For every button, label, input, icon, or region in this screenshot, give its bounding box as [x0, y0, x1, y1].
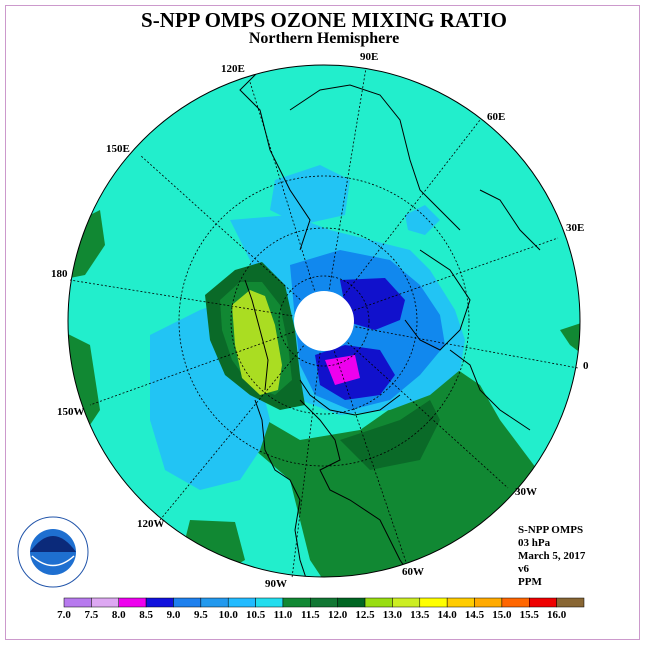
colorbar-swatch: [474, 597, 503, 608]
colorbar-tick-label: 7.5: [84, 609, 99, 621]
colorbar-tick-label: 11.0: [273, 609, 293, 621]
logo-wave: [31, 555, 75, 567]
field-green-e: [560, 320, 580, 360]
meridian-90w: [291, 320, 325, 579]
coast-asia-pacific: [239, 69, 311, 251]
meridian-150e: [139, 154, 325, 322]
meridian-90e: [323, 67, 367, 322]
info-units: PPM: [518, 576, 542, 588]
chart-subtitle: Northern Hemisphere: [248, 30, 400, 47]
colorbar-tick-label: 12.0: [328, 609, 348, 621]
colorbar-swatch: [392, 597, 421, 608]
lon-label-120w: 120W: [137, 518, 165, 530]
noaa-logo: [17, 516, 89, 588]
meridian-60e: [323, 119, 481, 322]
colorbar-swatch: [227, 597, 256, 608]
colorbar-swatch: [91, 597, 119, 608]
coastlines: [239, 69, 541, 577]
colorbar-swatch: [173, 597, 202, 608]
chart-title: S-NPP OMPS OZONE MIXING RATIO: [141, 8, 507, 32]
map-border: [67, 64, 581, 578]
lon-label-120e: 120E: [221, 63, 245, 75]
field-magenta-minimum: [325, 355, 360, 385]
lon-label-180: 180: [51, 268, 68, 280]
colorbar-tick-label: 16.0: [547, 609, 567, 621]
colorbar-tick-label: 11.5: [300, 609, 320, 621]
colorbar-tick-label: 10.0: [218, 609, 238, 621]
colorbar-tick-label: 7.0: [57, 609, 71, 621]
field-green-sw: [180, 520, 245, 577]
coast-n-america-west: [254, 399, 311, 577]
meridian-120w: [159, 320, 325, 521]
colorbar: [63, 597, 585, 608]
latitude-circle-outer: [178, 175, 470, 467]
colorbar-swatch: [337, 597, 366, 608]
colorbar-tick-label: 9.0: [166, 609, 181, 621]
colorbar-tick-label: 14.0: [437, 609, 457, 621]
colorbar-swatch: [364, 597, 393, 608]
coast-asia-south: [289, 84, 461, 231]
coast-alaska: [244, 279, 269, 391]
colorbar-swatch: [446, 597, 475, 608]
info-date: March 5, 2017: [518, 550, 586, 562]
field-darkgreen-atlantic: [340, 400, 440, 470]
colorbar-tick-label: 8.0: [111, 609, 126, 621]
lon-label-60w: 60W: [402, 566, 424, 578]
lon-label-150w: 150W: [57, 406, 85, 418]
meridian-150w: [89, 320, 325, 406]
lon-label-90e: 90E: [360, 51, 379, 63]
colorbar-tick-label: 9.5: [193, 609, 208, 621]
coast-greenland: [299, 379, 401, 416]
colorbar-tick-label: 13.5: [410, 609, 430, 621]
meridian-120e: [249, 81, 325, 322]
meridian-180: [69, 279, 325, 322]
lon-label-60e: 60E: [487, 111, 506, 123]
coast-n-america-east: [299, 399, 421, 577]
meridians: [69, 67, 579, 579]
lon-label-150e: 150E: [106, 143, 130, 155]
logo-bird: [30, 536, 76, 552]
colorbar-swatch: [556, 597, 585, 608]
colorbar-swatch: [63, 597, 92, 608]
info-version: v6: [518, 563, 529, 575]
lon-label-30e: 30E: [566, 222, 585, 234]
colorbar-tick-label: 15.0: [492, 609, 512, 621]
info-instrument: S-NPP OMPS: [518, 524, 584, 536]
meridian-30w: [323, 320, 509, 489]
colorbar-tick-label: 8.5: [139, 609, 153, 621]
colorbar-swatch: [145, 597, 174, 608]
colorbar-swatch: [310, 597, 338, 608]
coast-middle-east: [479, 189, 541, 251]
meridian-60w: [323, 320, 407, 563]
colorbar-swatch: [200, 597, 229, 608]
colorbar-swatch: [282, 597, 311, 608]
field-darkblue-eurasia: [340, 278, 405, 330]
colorbar-tick-label: 13.0: [382, 609, 403, 621]
latitude-circle-inner: [278, 275, 370, 367]
coast-africa-north: [449, 349, 531, 431]
lon-label-30w: 30W: [515, 486, 537, 498]
colorbar-swatch: [529, 597, 557, 608]
lon-label-90w: 90W: [265, 578, 287, 590]
colorbar-swatch: [118, 597, 147, 608]
colorbar-tick-label: 15.5: [519, 609, 539, 621]
polar-gap: [294, 291, 354, 351]
colorbar-swatch: [501, 597, 530, 608]
meridian-30e: [323, 237, 559, 322]
graticule: [178, 175, 470, 467]
field-lightblue-small: [405, 205, 440, 235]
colorbar-tick-label: 14.5: [464, 609, 485, 621]
meridian-0: [323, 320, 579, 369]
colorbar-tick-label: 10.5: [245, 609, 266, 621]
coast-europe: [404, 249, 471, 351]
info-block: S-NPP OMPS 03 hPa March 5, 2017 v6 PPM: [518, 524, 585, 589]
latitude-circle-mid: [230, 227, 418, 415]
info-level: 03 hPa: [518, 537, 551, 549]
lon-label-0: 0: [583, 360, 589, 372]
colorbar-swatch: [255, 597, 284, 608]
colorbar-swatch: [419, 597, 448, 608]
colorbar-tick-label: 12.5: [355, 609, 375, 621]
